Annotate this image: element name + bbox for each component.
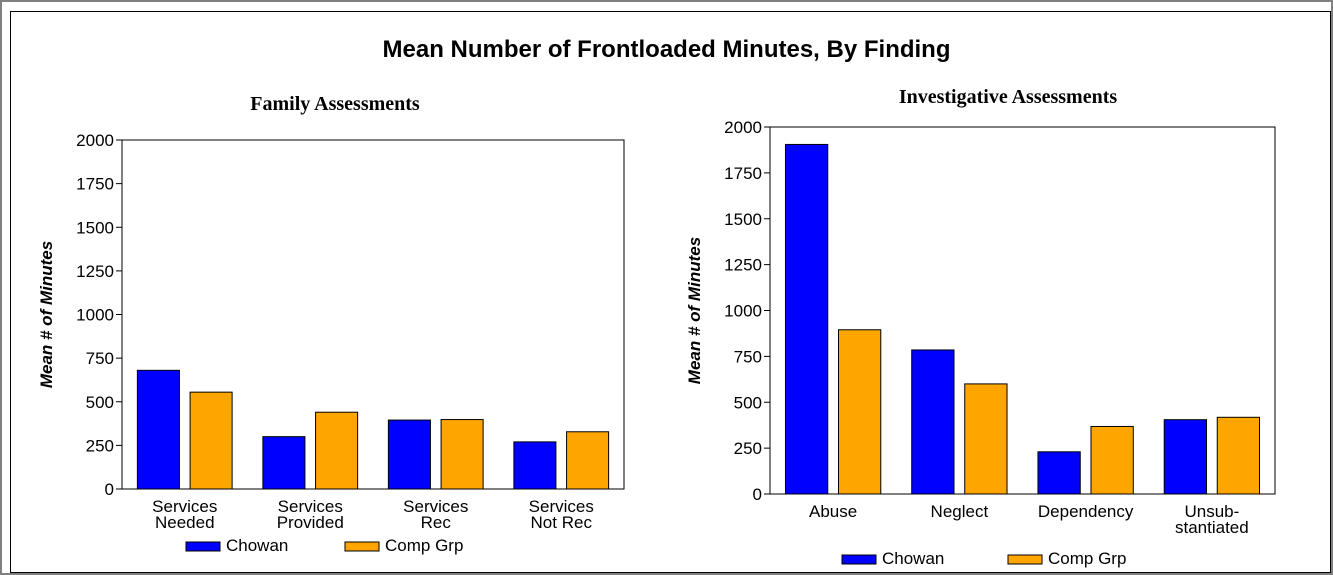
x-category-label-line: Neglect [931,502,989,521]
x-category-label-line: Services [529,497,594,516]
bar-chowan [387,419,431,490]
bar-comp-grp [837,329,882,495]
x-category-label-line: Services [278,497,343,516]
y-tick-label: 0 [753,485,762,504]
bar-comp-grp [1216,416,1261,495]
chart-title: Investigative Assessments [899,86,1118,108]
x-category-label-line: Abuse [809,502,857,521]
legend-comp-grp-swatch [344,541,380,552]
x-category-label-line: Needed [155,513,215,532]
x-category-label: Dependency [1038,502,1134,521]
x-category-label: Services Not Rec [529,497,594,532]
x-category-label-line: Rec [421,513,452,532]
y-tick-label: 2000 [724,118,762,137]
legend-comp-grp-label: Comp Grp [385,536,463,555]
bar-comp-grp [1090,425,1134,495]
x-category-label: Abuse [809,502,857,521]
bar-chowan [1163,419,1208,495]
x-category-label-line: Services [403,497,468,516]
bar-comp-grp [315,411,359,490]
x-category-label-line: Unsub- [1184,502,1239,521]
y-tick-label: 1750 [724,164,762,183]
x-category-label-line: Services [152,497,217,516]
bar-chowan [784,143,829,495]
bar-chowan [911,349,955,495]
x-category-label-line: Not Rec [531,513,593,532]
x-category-label: Neglect [931,502,989,521]
x-category-label: Services Rec [403,497,468,532]
bar-chowan [513,441,557,490]
bar-comp-grp [440,419,484,490]
y-tick-label: 1250 [724,256,762,275]
bar-chowan [262,436,306,490]
x-category-label: Services Provided [277,497,344,532]
x-category-label-line: stantiated [1175,518,1249,537]
y-tick-label: 250 [86,436,114,455]
x-category-label-line: Dependency [1038,502,1134,521]
y-tick-label: 0 [105,480,114,499]
y-tick-label: 750 [86,349,114,368]
bar-comp-grp [189,391,233,490]
y-tick-label: 1500 [76,218,114,237]
bar-chowan [136,369,180,490]
y-tick-label: 2000 [76,131,114,150]
legend-chowan-label: Chowan [226,536,288,555]
y-tick-label: 750 [734,347,762,366]
bar-chowan [1037,451,1081,495]
y-tick-label: 500 [86,393,114,412]
legend-chowan-swatch [841,554,877,565]
chart-title: Family Assessments [250,93,420,115]
y-tick-label: 250 [734,439,762,458]
x-category-label: Services Needed [152,497,217,532]
y-tick-label: 500 [734,393,762,412]
y-tick-label: 1500 [724,210,762,229]
y-tick-label: 1750 [76,175,114,194]
x-category-label-line: Provided [277,513,344,532]
y-axis-label: Mean # of Minutes [685,237,704,384]
y-tick-label: 1250 [76,262,114,281]
y-tick-label: 1000 [724,302,762,321]
bar-comp-grp [964,383,1008,495]
legend-comp-grp-swatch [1007,554,1043,565]
y-tick-label: 1000 [76,306,114,325]
legend-comp-grp-label: Comp Grp [1048,549,1126,568]
legend-chowan-label: Chowan [882,549,944,568]
main-title: Mean Number of Frontloaded Minutes, By F… [382,36,951,63]
y-axis-label: Mean # of Minutes [37,241,56,388]
bar-comp-grp [566,431,610,490]
x-category-label: Unsub-stantiated [1175,502,1249,537]
legend-chowan-swatch [185,541,221,552]
